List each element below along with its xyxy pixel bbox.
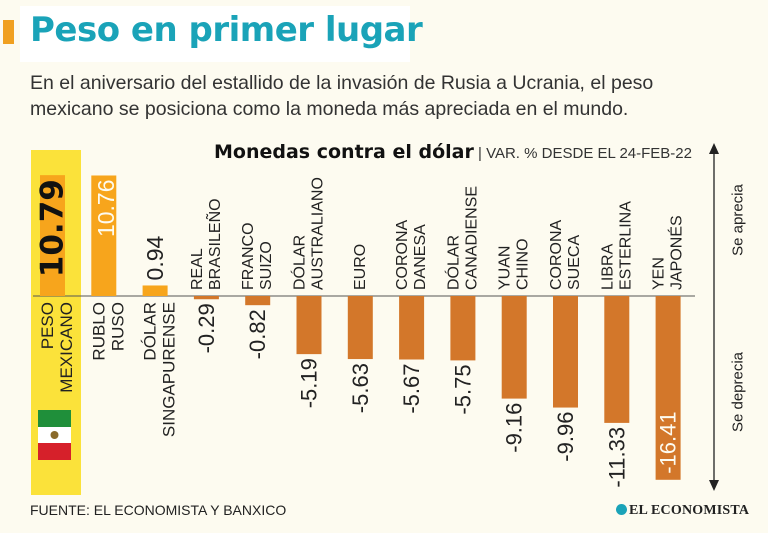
category-label-0-0: PESO	[38, 302, 57, 349]
chart-title: Monedas contra el dólar	[214, 141, 474, 163]
bar-6	[347, 296, 373, 360]
page-subtitle: En el aniversario del estallido de la in…	[30, 72, 654, 120]
value-label-12: -16.41	[656, 411, 681, 473]
chart-header: Monedas contra el dólar | VAR. % DESDE E…	[214, 141, 692, 163]
category-label-1-0: RUBLO	[89, 302, 108, 361]
bar-4	[245, 296, 271, 306]
arrow-up-icon	[709, 143, 719, 154]
value-label-6: -5.63	[348, 363, 373, 413]
source-note: FUENTE: EL ECONOMISTA Y BANXICO	[30, 502, 287, 518]
category-label-11-1: ESTERLINA	[617, 201, 634, 290]
bar-3	[193, 296, 219, 300]
category-label-8-1: CANADIENSE	[463, 186, 480, 290]
category-label-0-1: MEXICANO	[57, 302, 76, 393]
category-label-2-1: SINGAPURENSE	[160, 302, 179, 437]
bar-7	[399, 296, 425, 360]
value-label-11: -11.33	[604, 427, 629, 488]
category-label-3-0: REAL	[189, 248, 206, 290]
value-label-4: -0.82	[245, 309, 270, 359]
value-label-7: -5.67	[399, 364, 424, 414]
category-label-4-0: FRANCO	[240, 222, 257, 290]
axis-label-up: Se aprecia	[730, 183, 747, 255]
flag-emblem-icon	[50, 431, 59, 439]
category-label-7-1: DANESA	[412, 224, 429, 290]
bar-11	[604, 296, 630, 423]
value-label-3: -0.29	[194, 303, 219, 353]
flag-red-stripe	[38, 443, 71, 460]
value-label-9: -9.16	[502, 403, 527, 453]
brand-dot-icon	[616, 504, 627, 515]
category-label-11-0: LIBRA	[599, 243, 616, 290]
bar-9	[501, 296, 527, 399]
bar-2	[142, 285, 168, 296]
category-label-10-0: CORONA	[548, 219, 565, 290]
flag-green-stripe	[38, 410, 71, 427]
category-label-5-1: AUSTRALIANO	[310, 177, 327, 290]
category-label-9-0: YUAN	[497, 246, 514, 290]
category-label-12-1: JAPONÉS	[667, 215, 686, 290]
category-label-2-0: DÓLAR	[141, 302, 160, 361]
value-label-2: 0.94	[142, 235, 168, 280]
category-label-9-1: CHINO	[515, 238, 532, 290]
bar-10	[553, 296, 578, 408]
value-label-1: 10.76	[93, 179, 119, 237]
axis-label-down: Se deprecia	[730, 351, 747, 432]
category-label-8-0: DÓLAR	[443, 235, 462, 290]
value-label-5: -5.19	[297, 358, 322, 408]
value-label-10: -9.96	[553, 412, 578, 462]
category-label-7-0: CORONA	[394, 219, 411, 290]
category-label-1-1: RUSO	[108, 302, 127, 351]
category-label-3-1: BRASILEÑO	[204, 198, 224, 290]
value-label-8: -5.75	[450, 364, 475, 414]
category-label-12-0: YEN	[651, 257, 668, 290]
brand-logo: EL ECONOMISTA	[616, 503, 749, 519]
bar-8	[450, 296, 476, 361]
category-label-4-1: SUIZO	[258, 241, 275, 290]
value-label-0: 10.79	[35, 179, 71, 277]
brand-name: EL ECONOMISTA	[629, 503, 750, 518]
page-title: Peso en primer lugar	[30, 10, 423, 50]
chart-note: | VAR. % DESDE EL 24-FEB-22	[478, 145, 692, 162]
bar-1	[91, 175, 117, 296]
bar-0	[40, 175, 65, 296]
arrow-down-icon	[709, 480, 719, 491]
category-label-6-0: EURO	[352, 244, 369, 290]
category-label-10-1: SUECA	[566, 235, 583, 290]
title-box	[20, 6, 410, 62]
category-label-5-0: DÓLAR	[290, 235, 309, 290]
bar-5	[296, 296, 322, 355]
title-accent-bar	[3, 20, 14, 44]
bar-12	[655, 296, 681, 480]
